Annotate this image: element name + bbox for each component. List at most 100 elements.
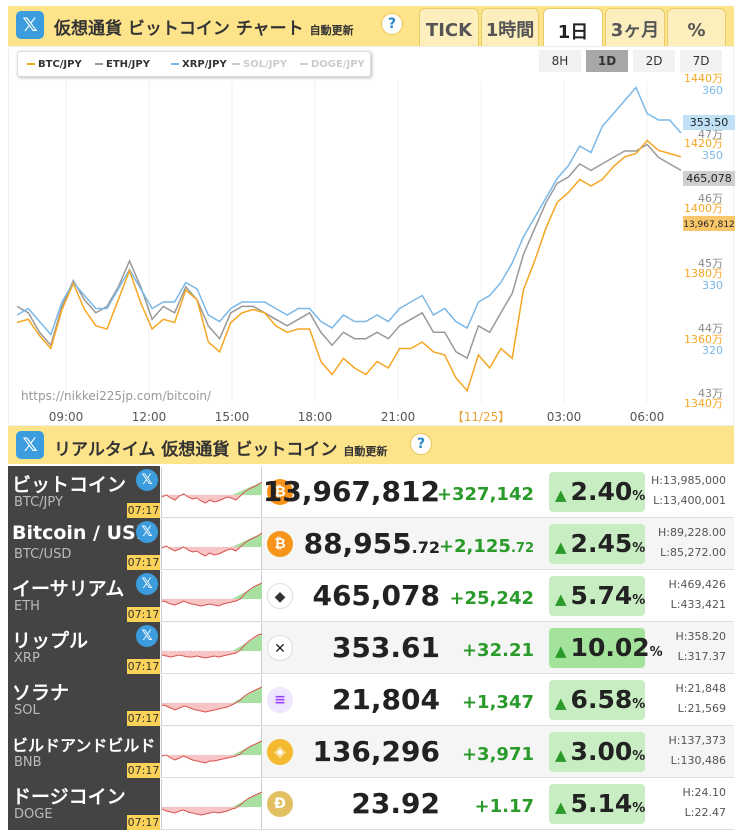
coin-name: ビットコイン — [12, 474, 127, 496]
legend-swatch — [171, 63, 179, 65]
high-value: H:21,848 — [675, 682, 726, 695]
last-value-tag — [683, 216, 735, 231]
coin-logo-icon: ₿ — [267, 479, 293, 505]
up-arrow-icon: ▲ — [555, 486, 567, 504]
last-value-text: 465,078 — [686, 172, 732, 185]
coin-row[interactable]: ソラナ SOL 07:17 ≡ 21,804 +1,347 ▲ 6.58% H:21,848 L:… — [8, 674, 734, 726]
series-line-eth — [16, 143, 682, 360]
legend-label: BTC/JPY — [38, 59, 82, 70]
coin-row[interactable]: イーサリアム ETH 07:17 𝕏 ◆ 465,078 +25,242 ▲ 5.74% H:46… — [8, 570, 734, 622]
range-button[interactable]: 1D — [586, 50, 628, 72]
coin-symbol: BTC/JPY — [14, 495, 63, 510]
tab-4[interactable]: % — [667, 8, 726, 46]
legend-item[interactable]: SOL/JPY — [232, 59, 287, 70]
y-tick-label-btc: 1360万 — [684, 333, 723, 346]
mini-area-down — [162, 687, 262, 712]
coin-logo-icon: ◆ — [267, 583, 293, 609]
realtime-header: 𝕏 リアルタイム 仮想通貨 ビットコイン 自動更新 ? — [8, 426, 734, 464]
coin-symbol: SOL — [14, 703, 40, 718]
percent-unit: % — [632, 593, 646, 608]
coin-row[interactable]: ドージコイン DOGE 07:17 Ð 23.92 +1.17 ▲ 5.14% H:24.10 L… — [8, 778, 734, 830]
x-share-icon[interactable]: 𝕏 — [16, 11, 44, 39]
coin-row[interactable]: ビルドアンドビルド BNB 07:17 ◈ 136,296 +3,971 ▲ 3.00% H:1… — [8, 726, 734, 778]
help-icon[interactable]: ? — [410, 433, 432, 455]
percent-value: 2.40 — [570, 477, 633, 506]
legend-swatch — [232, 63, 240, 65]
update-time: 07:17 — [127, 555, 160, 570]
last-value-tag — [683, 115, 735, 130]
tab-1[interactable]: 1時間 — [481, 8, 539, 46]
legend-item[interactable]: DOGE/JPY — [300, 59, 365, 70]
coin-row[interactable]: Bitcoin / USD BTC/USD 07:17 𝕏 ₿ 88,955.72 +2,1… — [8, 518, 734, 570]
range-button[interactable]: 7D — [680, 50, 722, 72]
legend-item[interactable]: XRP/JPY — [171, 59, 227, 70]
help-icon[interactable]: ? — [381, 13, 403, 35]
percent-unit: % — [632, 489, 646, 504]
coin-row[interactable]: ビットコイン BTC/JPY 07:17 𝕏 ₿ 13,967,812 +327,142 ▲ 2… — [8, 466, 734, 518]
low-value: L:433,421 — [670, 598, 726, 611]
coin-name-cell[interactable]: ドージコイン DOGE 07:17 — [8, 778, 160, 830]
mini-line — [161, 740, 263, 764]
change: +2,125.72 — [439, 536, 534, 557]
mini-chart[interactable] — [161, 779, 263, 829]
tab-3[interactable]: 3ヶ月 — [605, 8, 665, 46]
mini-area-down — [162, 792, 262, 815]
update-time: 07:17 — [127, 503, 160, 518]
price-main: 136,296 — [312, 735, 440, 768]
coin-name-cell[interactable]: ソラナ SOL 07:17 — [8, 674, 160, 726]
mini-chart-svg — [161, 532, 263, 557]
percent-value: 5.74 — [570, 581, 633, 610]
tab-2[interactable]: 1日 — [543, 8, 603, 46]
high-value: H:137,373 — [668, 734, 726, 747]
x-share-icon[interactable]: 𝕏 — [136, 521, 158, 543]
source-url[interactable]: https://nikkei225jp.com/bitcoin/ — [21, 389, 212, 403]
mini-chart-svg — [161, 582, 263, 607]
x-share-icon[interactable]: 𝕏 — [136, 625, 158, 647]
x-share-icon[interactable]: 𝕏 — [136, 573, 158, 595]
x-tick-label: 【11/25】 — [452, 410, 511, 424]
up-arrow-icon: ▲ — [555, 746, 567, 764]
percent-unit: % — [632, 801, 646, 816]
mini-chart[interactable] — [161, 519, 263, 569]
change-main: +1.17 — [474, 796, 535, 817]
x-share-icon[interactable]: 𝕏 — [16, 431, 44, 459]
price-decimal: .72 — [411, 538, 440, 557]
change: +1,347 — [462, 692, 534, 713]
coin-name-cell[interactable]: Bitcoin / USD BTC/USD 07:17 𝕏 — [8, 518, 160, 570]
legend-item[interactable]: BTC/JPY — [27, 59, 82, 70]
price: 353.61 — [332, 631, 440, 664]
y-tick-label-xrp: 320 — [702, 344, 723, 357]
mini-line — [161, 532, 263, 557]
coin-name-cell[interactable]: ビルドアンドビルド BNB 07:17 — [8, 726, 160, 778]
coin-logo-icon: ✕ — [267, 635, 293, 661]
change: +1.17 — [475, 796, 535, 817]
mini-chart[interactable] — [161, 467, 263, 517]
mini-line — [161, 791, 263, 816]
coin-name-cell[interactable]: イーサリアム ETH 07:17 𝕏 — [8, 570, 160, 622]
up-arrow-icon: ▲ — [555, 798, 567, 816]
x-tick-label: 09:00 — [49, 410, 84, 424]
coin-row[interactable]: リップル XRP 07:17 𝕏 ✕ 353.61 +32.21 ▲ 10.02% H:358.2… — [8, 622, 734, 674]
mini-area-down — [162, 533, 262, 556]
coin-name-cell[interactable]: リップル XRP 07:17 𝕏 — [8, 622, 160, 674]
range-button[interactable]: 8H — [539, 50, 581, 72]
mini-chart[interactable] — [161, 623, 263, 673]
up-arrow-icon: ▲ — [555, 694, 567, 712]
percent-badge: ▲ 6.58% — [549, 680, 645, 720]
mini-chart[interactable] — [161, 675, 263, 725]
change-decimal: .72 — [510, 541, 534, 556]
coin-name: ビルドアンドビルド — [12, 736, 156, 755]
percent-unit: % — [632, 749, 646, 764]
coin-name: リップル — [12, 630, 89, 652]
mini-chart[interactable] — [161, 727, 263, 777]
mini-chart[interactable] — [161, 571, 263, 621]
coin-name-cell[interactable]: ビットコイン BTC/JPY 07:17 𝕏 — [8, 466, 160, 518]
tab-0[interactable]: TICK — [419, 8, 479, 46]
chart-legend: BTC/JPY ETH/JPY XRP/JPY SOL/JPY DOGE/JPY — [17, 51, 371, 77]
x-share-icon[interactable]: 𝕏 — [136, 469, 158, 491]
legend-item[interactable]: ETH/JPY — [95, 59, 150, 70]
range-button[interactable]: 2D — [633, 50, 675, 72]
percent-value: 10.02 — [570, 633, 650, 662]
y-tick-label-btc: 1380万 — [684, 267, 723, 280]
percent-value: 2.45 — [570, 529, 633, 558]
